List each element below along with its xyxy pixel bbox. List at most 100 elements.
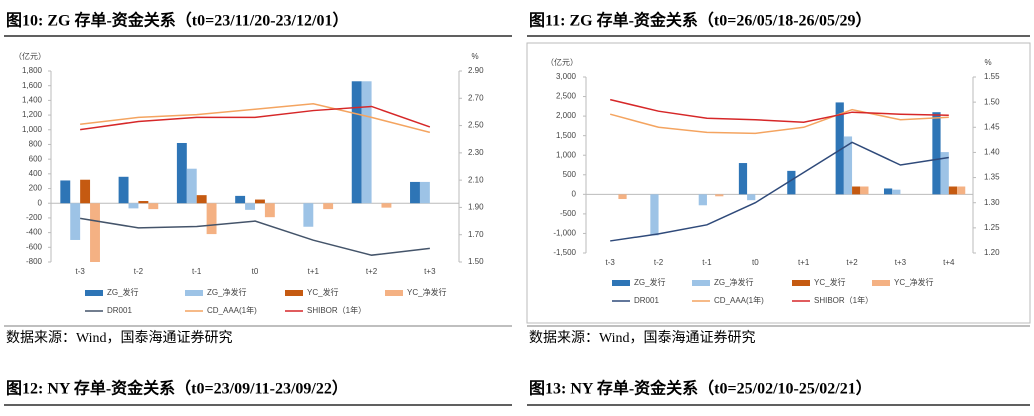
bar <box>932 112 941 195</box>
y2-tick-label: 1.30 <box>984 198 1000 207</box>
y-tick-label: 400 <box>29 169 43 178</box>
bar <box>235 195 246 204</box>
bar <box>186 168 197 204</box>
legend-label: YC_净发行 <box>407 287 447 297</box>
line <box>610 98 949 124</box>
bar <box>843 136 853 195</box>
x-tick-label: t-2 <box>654 258 664 267</box>
legend-label: ZG_净发行 <box>714 277 754 287</box>
x-tick-label: t-1 <box>702 258 712 267</box>
x-tick-label: t+3 <box>895 258 907 267</box>
bar <box>148 203 159 210</box>
bar <box>323 203 334 210</box>
line <box>609 108 949 135</box>
bar <box>264 203 275 218</box>
bar <box>351 81 362 204</box>
legend-label: YC_发行 <box>307 287 339 297</box>
y2-tick-label: 2.70 <box>468 93 484 102</box>
y-tick-label: 1,600 <box>22 81 43 90</box>
y2-tick-label: 1.50 <box>468 257 484 266</box>
legend-swatch <box>85 290 103 296</box>
figure-title: 图13: NY 存单-资金关系（t0=25/02/10-25/02/21） <box>529 379 872 398</box>
legend-label: ZG_发行 <box>107 287 139 297</box>
bar <box>715 194 724 197</box>
y-tick-label: 2,500 <box>556 92 577 101</box>
bar <box>196 195 207 204</box>
chart-title: 图10: ZG 存单-资金关系（t0=23/11/20-23/12/01） <box>6 11 348 30</box>
y-axis-label: （亿元） <box>14 51 46 61</box>
y2-tick-label: 1.40 <box>984 148 1000 157</box>
y2-tick-label: 1.55 <box>984 72 1000 81</box>
y-tick-label: -1,500 <box>553 248 576 257</box>
y2-tick-label: 2.30 <box>468 148 484 157</box>
line <box>80 105 431 131</box>
y-tick-label: -600 <box>26 242 43 251</box>
y-tick-label: 1,800 <box>22 66 43 75</box>
legend-swatch <box>792 280 810 286</box>
bar <box>410 181 420 204</box>
source: 数据来源：Wind，国泰海通证券研究 <box>6 330 233 346</box>
y-tick-label: 3,000 <box>556 72 577 81</box>
y-tick-label: 1,000 <box>556 150 577 159</box>
source: 数据来源：Wind，国泰海通证券研究 <box>529 330 756 346</box>
bar <box>70 203 81 240</box>
y2-tick-label: 2.10 <box>468 175 484 184</box>
bar <box>698 194 707 206</box>
y2-tick-label: 2.50 <box>468 121 484 130</box>
bar <box>883 188 893 195</box>
chart-title: 图11: ZG 存单-资金关系（t0=26/05/18-26/05/29） <box>529 11 871 30</box>
y-tick-label: 600 <box>29 154 43 163</box>
x-tick-label: t-2 <box>134 267 144 276</box>
bar <box>128 203 139 209</box>
legend-label: ZG_发行 <box>634 277 666 287</box>
legend-label: SHIBOR（1年） <box>307 305 366 315</box>
bar <box>419 181 430 204</box>
legend-label: ZG_净发行 <box>207 287 247 297</box>
bar <box>738 163 748 195</box>
y2-tick-label: 1.20 <box>984 248 1000 257</box>
bar <box>948 186 958 195</box>
x-tick-label: t+3 <box>424 267 436 276</box>
line <box>80 102 431 134</box>
legend-swatch <box>385 290 403 296</box>
line <box>610 141 949 242</box>
x-tick-label: t-3 <box>75 267 85 276</box>
x-tick-label: t-3 <box>606 258 616 267</box>
legend-swatch <box>692 280 710 286</box>
legend-label: DR001 <box>107 306 132 315</box>
legend-label: SHIBOR（1年） <box>814 295 873 305</box>
figure-title: 图12: NY 存单-资金关系（t0=23/09/11-23/09/22） <box>6 379 348 398</box>
y-tick-label: 2,000 <box>556 111 577 120</box>
x-tick-label: t+1 <box>308 267 320 276</box>
y-tick-label: 500 <box>563 170 577 179</box>
bar <box>957 186 966 195</box>
bar <box>245 203 255 210</box>
y-tick-label: -400 <box>26 228 43 237</box>
y2-axis-label: % <box>984 58 991 67</box>
bar <box>118 176 129 204</box>
bar <box>650 194 659 236</box>
legend-swatch <box>872 280 890 286</box>
bar <box>206 203 217 235</box>
y-tick-label: 1,500 <box>556 131 577 140</box>
y2-tick-label: 1.25 <box>984 223 1000 232</box>
legend-label: YC_净发行 <box>894 277 934 287</box>
y2-tick-label: 1.70 <box>468 230 484 239</box>
y2-tick-label: 1.50 <box>984 97 1000 106</box>
bar <box>618 194 627 200</box>
y-tick-label: -500 <box>560 209 577 218</box>
bar <box>892 189 901 195</box>
bar <box>361 81 372 204</box>
bar <box>80 179 91 204</box>
y-tick-label: 1,400 <box>22 95 43 104</box>
y-tick-label: -1,000 <box>553 229 576 238</box>
y-tick-label: -800 <box>26 257 43 266</box>
y-axis-label: （亿元） <box>546 57 578 67</box>
x-tick-label: t+2 <box>846 258 858 267</box>
bar <box>835 102 844 195</box>
y2-tick-label: 1.90 <box>468 203 484 212</box>
legend-label: DR001 <box>634 296 659 305</box>
bar <box>747 194 756 201</box>
y2-tick-label: 1.45 <box>984 122 1000 131</box>
